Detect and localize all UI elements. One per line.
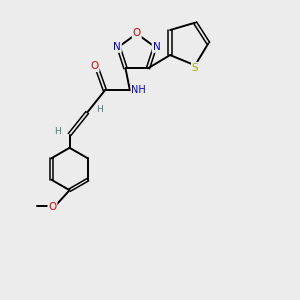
- Text: O: O: [133, 28, 141, 38]
- Text: N: N: [152, 42, 160, 52]
- Text: H: H: [96, 105, 103, 114]
- Text: O: O: [48, 202, 57, 212]
- Text: O: O: [91, 61, 99, 71]
- Text: N: N: [113, 42, 121, 52]
- Text: NH: NH: [131, 85, 146, 95]
- Text: H: H: [54, 127, 61, 136]
- Text: S: S: [192, 63, 198, 73]
